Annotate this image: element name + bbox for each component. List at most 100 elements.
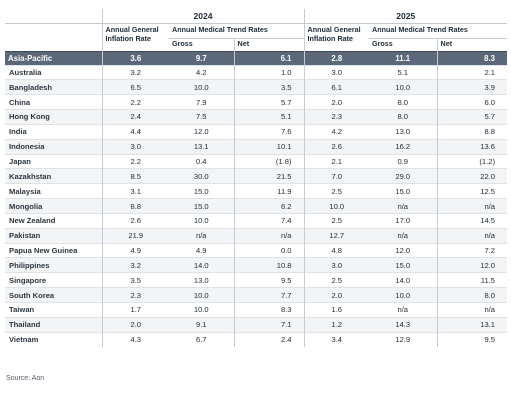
- table-row: Pakistan 21.9 n/a n/a 12.7 n/a n/a: [5, 227, 508, 244]
- net-2024-cell: (1.8): [233, 153, 304, 169]
- gross-2025-cell: 10.0: [369, 287, 437, 303]
- gross-header-2025: Gross: [369, 38, 437, 51]
- gross-2024-cell: 14.0: [169, 257, 234, 273]
- gross-2025-cell: 12.0: [369, 242, 437, 258]
- year-header-2024: 2024: [101, 9, 304, 24]
- inflation-2024-cell: 3.2: [101, 64, 169, 80]
- net-2025-cell: n/a: [436, 302, 508, 318]
- country-name: India: [5, 123, 102, 140]
- inflation-2025-cell: 2.6: [303, 138, 369, 155]
- net-2025-cell: 9.5: [436, 331, 508, 347]
- country-name: Philippines: [5, 257, 102, 273]
- table-row: Thailand 2.0 9.1 7.1 1.2 14.3 13.1: [5, 316, 508, 333]
- net-2024-cell: 7.7: [233, 287, 304, 303]
- net-2025-cell: 13.6: [436, 138, 508, 155]
- net-2025-cell: (1.2): [436, 153, 508, 169]
- net-2025-cell: 8.8: [436, 123, 508, 140]
- inflation-2024-cell: 2.2: [101, 153, 169, 169]
- inflation-header-2025: Annual General Inflation Rate: [303, 23, 369, 51]
- gross-2025-cell: 15.0: [369, 257, 437, 273]
- country-name: Vietnam: [5, 331, 102, 347]
- inflation-2025-cell: 2.3: [303, 109, 369, 125]
- gross-2025-cell: 14.0: [369, 272, 437, 288]
- medical-header-2025: Annual Medical Trend Rates: [372, 25, 468, 34]
- corner-cell: [5, 39, 102, 52]
- country-name: Pakistan: [5, 227, 102, 244]
- inflation-2024-cell: 2.2: [101, 94, 169, 110]
- net-2025-cell: 5.7: [436, 109, 508, 125]
- gross-2024-cell: 0.4: [169, 153, 234, 169]
- gross-2025-cell: 29.0: [369, 168, 437, 184]
- country-name: Japan: [5, 153, 102, 169]
- gross-2024-cell: 6.7: [169, 331, 234, 347]
- inflation-2025-cell: 7.0: [303, 168, 369, 184]
- net-2025-cell: 11.5: [436, 272, 508, 288]
- country-name: New Zealand: [5, 212, 102, 229]
- gross-2024-cell: n/a: [169, 227, 234, 244]
- region-row: Asia-Pacific 3.6 9.7 6.1 2.8 11.1 8.3: [5, 50, 508, 65]
- net-2024-cell: 11.9: [233, 183, 304, 199]
- inflation-2024-cell: 3.1: [101, 183, 169, 199]
- gross-2025-cell: 13.0: [369, 123, 437, 140]
- inflation-header-line2: Inflation Rate: [307, 33, 354, 43]
- region-net-2025: 8.3: [436, 50, 508, 65]
- gross-2025-cell: 0.9: [369, 153, 437, 169]
- inflation-2024-cell: 8.8: [101, 198, 169, 214]
- gross-2025-cell: 17.0: [369, 212, 437, 229]
- gross-2024-cell: 7.5: [169, 109, 234, 125]
- gross-2025-cell: 14.3: [369, 316, 437, 333]
- table-row: Vietnam 4.3 6.7 2.4 3.4 12.9 9.5: [5, 331, 508, 347]
- inflation-2025-cell: 4.8: [303, 242, 369, 258]
- gross-2024-cell: 15.0: [169, 183, 234, 199]
- net-2024-cell: 2.4: [233, 331, 304, 347]
- source-note: Source: Aon: [6, 375, 45, 382]
- country-name: Australia: [5, 64, 102, 80]
- inflation-2024-cell: 6.5: [101, 79, 169, 95]
- gross-header-2024: Gross: [169, 38, 234, 51]
- inflation-header-line1: Annual General: [307, 25, 361, 34]
- country-name: Indonesia: [5, 138, 102, 155]
- table-row: Hong Kong 2.4 7.5 5.1 2.3 8.0 5.7: [5, 109, 508, 125]
- inflation-2025-cell: 2.5: [303, 212, 369, 229]
- net-2024-cell: n/a: [233, 227, 304, 244]
- country-name: China: [5, 94, 102, 110]
- net-2024-cell: 6.2: [233, 198, 304, 214]
- inflation-2025-cell: 10.0: [303, 198, 369, 214]
- gross-2024-cell: 10.0: [169, 212, 234, 229]
- gross-2025-cell: 10.0: [369, 79, 437, 95]
- net-2024-cell: 3.5: [233, 79, 304, 95]
- inflation-2025-cell: 3.4: [303, 331, 369, 347]
- inflation-medical-trend-table: 2024 2025 Annual General Inflation Rate …: [5, 9, 508, 347]
- region-gross-2024: 9.7: [169, 50, 234, 65]
- inflation-2025-cell: 2.5: [303, 183, 369, 199]
- gross-2025-cell: n/a: [369, 227, 437, 244]
- gross-2025-cell: 15.0: [369, 183, 437, 199]
- net-2025-cell: 3.9: [436, 79, 508, 95]
- net-2025-cell: 12.0: [436, 257, 508, 273]
- net-2025-cell: 6.0: [436, 94, 508, 110]
- country-name: South Korea: [5, 287, 102, 303]
- net-2025-cell: 13.1: [436, 316, 508, 333]
- net-2024-cell: 7.4: [233, 212, 304, 229]
- table-row: Philippines 3.2 14.0 10.8 3.0 15.0 12.0: [5, 257, 508, 273]
- net-2024-cell: 1.0: [233, 64, 304, 80]
- gross-2024-cell: 12.0: [169, 123, 234, 140]
- gross-2024-cell: 7.9: [169, 94, 234, 110]
- table-row: India 4.4 12.0 7.6 4.2 13.0 8.8: [5, 123, 508, 140]
- inflation-2025-cell: 1.6: [303, 302, 369, 318]
- net-2024-cell: 21.5: [233, 168, 304, 184]
- table-row: South Korea 2.3 10.0 7.7 2.0 10.0 8.0: [5, 287, 508, 303]
- table-row: Japan 2.2 0.4 (1.8) 2.1 0.9 (1.2): [5, 153, 508, 169]
- country-name: Kazakhstan: [5, 168, 102, 184]
- gross-2025-cell: 8.0: [369, 94, 437, 110]
- net-header-2024: Net: [233, 38, 304, 51]
- net-2025-cell: 12.5: [436, 183, 508, 199]
- net-2024-cell: 10.1: [233, 138, 304, 155]
- inflation-2025-cell: 2.5: [303, 272, 369, 288]
- inflation-header-line1: Annual General: [105, 25, 159, 34]
- table-row: China 2.2 7.9 5.7 2.0 8.0 6.0: [5, 94, 508, 110]
- gross-2024-cell: 15.0: [169, 198, 234, 214]
- gross-2025-cell: 8.0: [369, 109, 437, 125]
- inflation-2024-cell: 3.2: [101, 257, 169, 273]
- table-row: Singapore 3.5 13.0 9.5 2.5 14.0 11.5: [5, 272, 508, 288]
